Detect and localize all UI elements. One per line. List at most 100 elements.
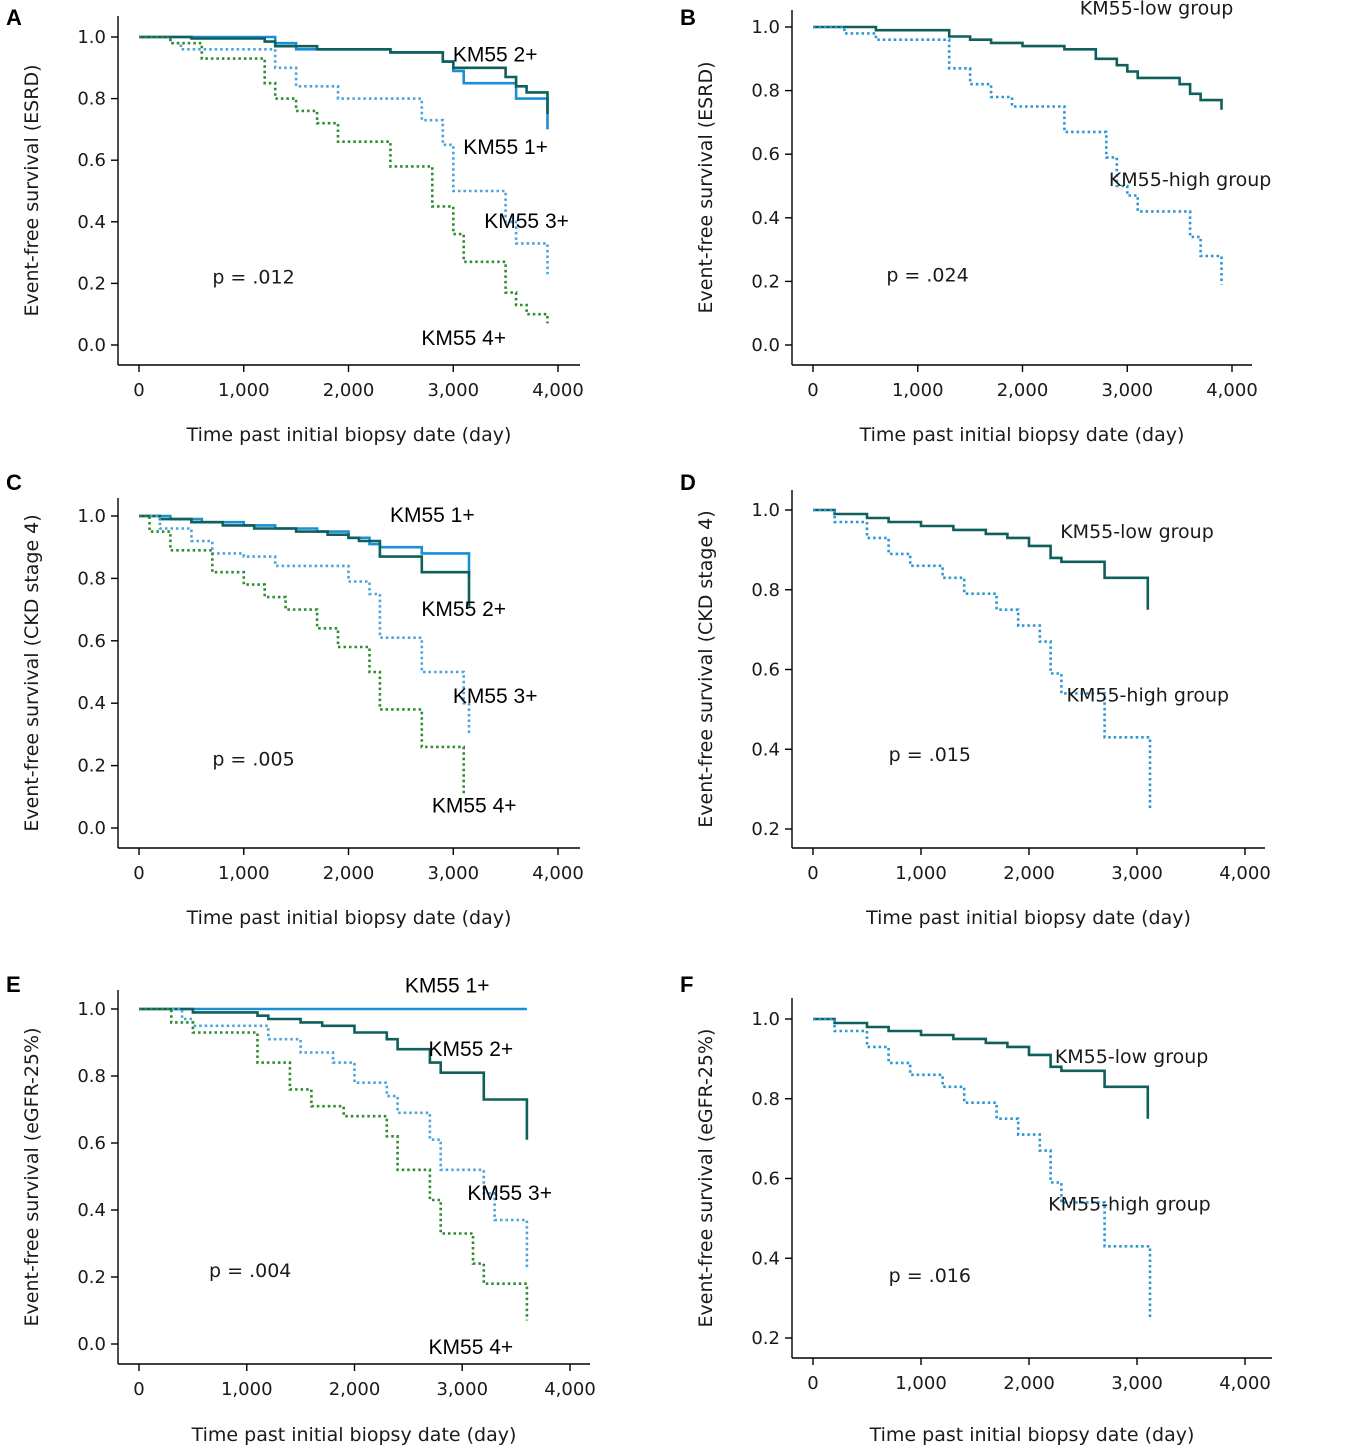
x-tick-label: 4,000: [1206, 380, 1258, 401]
y-axis-title: Event-free survival (CKD stage 4): [21, 514, 43, 831]
series-line-km55-1: [139, 514, 471, 579]
x-tick-label: 1,000: [895, 863, 947, 884]
y-tick-label: 0.0: [77, 335, 106, 356]
series-line-km55-high-group: [813, 1017, 1152, 1319]
x-tick-label: 0: [133, 1379, 144, 1400]
panel-a: A 0.0 0.2 0.4 0.6 0.8 1.0 0 1,000 2,000 3,000 4,000…: [6, 5, 584, 446]
p-value-annotation: p = .015: [889, 744, 971, 766]
x-tick-label: 2,000: [997, 380, 1049, 401]
y-tick-label: 0.0: [77, 818, 106, 839]
x-tick-label: 4,000: [1219, 1373, 1271, 1394]
y-axis-title: Event-free survival (ESRD): [21, 65, 43, 317]
y-tick-label: 0.0: [751, 335, 780, 356]
x-tick-label: 2,000: [1003, 863, 1055, 884]
series-line-km55-2: [139, 35, 549, 114]
y-axis-title: Event-free survival (ESRD): [695, 62, 717, 314]
x-axis-title: Time past initial biopsy date (day): [191, 1424, 517, 1446]
y-tick-label: 0.4: [751, 208, 780, 229]
series-label: KM55 2+: [421, 598, 506, 621]
x-tick-label: 3,000: [427, 380, 479, 401]
x-tick-label: 2,000: [1003, 1373, 1055, 1394]
y-tick-label: 0.2: [77, 273, 106, 294]
panel-f: F 0.2 0.4 0.6 0.8 1.0 0 1,000 2,000 3,000 4,000 Tim…: [680, 972, 1272, 1446]
series-line-km55-4: [139, 514, 465, 794]
panel-e: E 0.0 0.2 0.4 0.6 0.8 1.0 0 1,000 2,000 3,000 4,000…: [6, 972, 596, 1446]
y-tick-label: 0.8: [77, 89, 106, 110]
x-tick-label: 4,000: [1219, 863, 1271, 884]
y-tick-label: 1.0: [77, 506, 106, 527]
series-label: KM55-high group: [1048, 1193, 1211, 1215]
series-label: KM55 3+: [467, 1182, 552, 1205]
series-line-km55-3: [139, 1007, 529, 1271]
x-tick-label: 1,000: [892, 380, 944, 401]
series-label: KM55 2+: [453, 44, 538, 67]
series-line-km55-low-group: [813, 1017, 1150, 1119]
x-tick-label: 3,000: [1111, 1373, 1163, 1394]
x-tick-label: 0: [807, 1373, 818, 1394]
y-tick-label: 0.4: [751, 1248, 780, 1269]
series-line-km55-2: [139, 1007, 529, 1140]
panel-c: C 0.0 0.2 0.4 0.6 0.8 1.0 0 1,000 2,000 3,000 4,000…: [6, 470, 584, 929]
y-tick-label: 0.6: [77, 631, 106, 652]
y-tick-label: 1.0: [751, 1009, 780, 1030]
y-tick-label: 0.2: [751, 1328, 780, 1349]
series-label: KM55-low group: [1055, 1046, 1209, 1068]
series-label: KM55 3+: [453, 685, 538, 708]
panel-letter: D: [680, 470, 696, 495]
x-axis-title: Time past initial biopsy date (day): [859, 424, 1185, 446]
y-tick-label: 0.6: [77, 150, 106, 171]
x-tick-label: 4,000: [544, 1379, 596, 1400]
y-axis-title: Event-free survival (CKD stage 4): [695, 510, 717, 827]
series-label: KM55-high group: [1109, 169, 1272, 191]
p-value-annotation: p = .004: [209, 1260, 291, 1282]
y-tick-label: 0.4: [751, 739, 780, 760]
series-line-km55-low-group: [813, 508, 1150, 610]
series-line-km55-low-group: [813, 25, 1223, 110]
x-axis-title: Time past initial biopsy date (day): [186, 424, 512, 446]
x-tick-label: 2,000: [323, 863, 375, 884]
series-label: KM55 4+: [421, 327, 506, 350]
x-tick-label: 3,000: [1111, 863, 1163, 884]
x-tick-label: 1,000: [895, 1373, 947, 1394]
series-label: KM55 4+: [429, 1336, 514, 1359]
panel-letter: C: [6, 470, 22, 495]
y-tick-label: 0.6: [751, 660, 780, 681]
y-tick-label: 0.4: [77, 693, 106, 714]
y-tick-label: 0.8: [77, 1066, 106, 1087]
y-tick-label: 0.8: [751, 81, 780, 102]
series-label: KM55 2+: [429, 1038, 514, 1061]
y-tick-label: 0.2: [751, 819, 780, 840]
y-tick-label: 0.8: [751, 1089, 780, 1110]
y-tick-label: 0.0: [77, 1334, 106, 1355]
p-value-annotation: p = .024: [886, 264, 968, 286]
series-label: KM55-high group: [1067, 684, 1230, 706]
panel-b: B 0.0 0.2 0.4 0.6 0.8 1.0 0 1,000 2,000 3,000 4,000…: [680, 0, 1271, 446]
series-line-km55-3: [139, 514, 471, 735]
y-tick-label: 0.6: [77, 1133, 106, 1154]
y-tick-label: 0.6: [751, 1169, 780, 1190]
x-tick-label: 1,000: [218, 863, 270, 884]
series-line-km55-high-group: [813, 508, 1152, 810]
x-tick-label: 0: [807, 380, 818, 401]
series-line-km55-4: [139, 35, 549, 324]
panel-letter: F: [680, 972, 693, 997]
x-tick-label: 2,000: [323, 380, 375, 401]
x-tick-label: 4,000: [532, 380, 584, 401]
series-label: KM55 4+: [432, 794, 517, 817]
y-tick-label: 1.0: [77, 999, 106, 1020]
panel-letter: B: [680, 5, 696, 30]
x-axis-title: Time past initial biopsy date (day): [186, 907, 512, 929]
x-tick-label: 3,000: [427, 863, 479, 884]
y-axis-title: Event-free survival (eGFR-25%): [21, 1028, 43, 1327]
y-tick-label: 0.8: [751, 580, 780, 601]
series-line-km55-high-group: [813, 25, 1223, 285]
y-tick-label: 0.6: [751, 144, 780, 165]
series-line-km55-4: [139, 1007, 529, 1321]
y-tick-label: 1.0: [77, 27, 106, 48]
x-tick-label: 4,000: [532, 863, 584, 884]
x-tick-label: 2,000: [329, 1379, 381, 1400]
x-tick-label: 3,000: [436, 1379, 488, 1400]
series-label: KM55-low group: [1080, 0, 1234, 19]
x-axis-title: Time past initial biopsy date (day): [865, 907, 1191, 929]
x-tick-label: 0: [133, 380, 144, 401]
